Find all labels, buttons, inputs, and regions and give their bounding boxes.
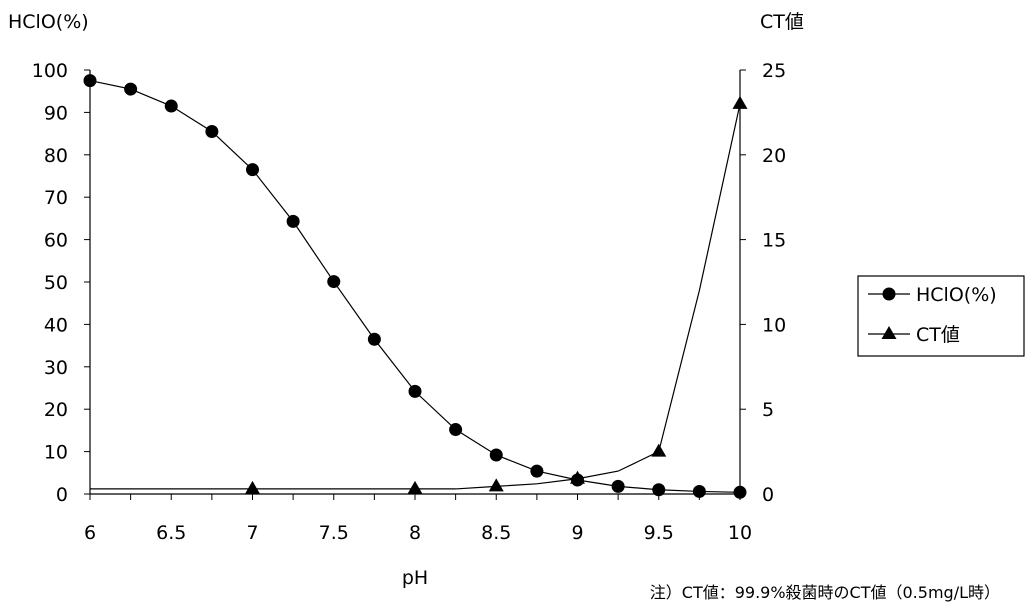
data-point-hclo	[124, 82, 138, 96]
y-tick-label-right: 25	[762, 60, 786, 82]
y-tick-label-left: 10	[44, 442, 68, 464]
x-tick-label: 6	[84, 522, 96, 544]
y-tick-label-left: 80	[44, 145, 68, 167]
x-tick-label: 7.5	[319, 522, 349, 544]
legend-marker-circle	[882, 287, 896, 301]
data-point-hclo	[449, 423, 463, 437]
y-tick-label-right: 5	[762, 399, 774, 421]
x-tick-label: 6.5	[156, 522, 186, 544]
y-tick-label-left: 60	[44, 230, 68, 252]
chart-note: 注）CT値：99.9%殺菌時のCT値（0.5mg/L時）	[650, 583, 1000, 602]
x-tick-label: 9	[571, 522, 583, 544]
data-point-ct	[407, 480, 423, 494]
data-point-hclo	[286, 214, 300, 228]
data-point-hclo	[367, 332, 381, 346]
data-point-ct	[488, 478, 504, 492]
legend-label-ct: CT値	[916, 324, 960, 346]
y-tick-label-left: 70	[44, 187, 68, 209]
y-tick-label-left: 100	[32, 60, 68, 82]
series-line-ct	[90, 103, 741, 490]
y-tick-label-left: 0	[56, 484, 68, 506]
series-layer	[83, 74, 748, 499]
y-tick-label-left: 90	[44, 102, 68, 124]
x-tick-label: 7	[246, 522, 258, 544]
legend-marker-triangle	[881, 326, 897, 339]
axes	[84, 69, 746, 500]
y-tick-label-right: 15	[762, 230, 786, 252]
data-point-hclo	[489, 448, 503, 462]
x-tick-label: 8	[409, 522, 421, 544]
x-axis-title: pH	[402, 567, 428, 589]
data-point-hclo	[652, 483, 666, 497]
data-point-hclo	[164, 99, 178, 113]
data-point-ct	[651, 443, 667, 457]
data-point-hclo	[327, 275, 341, 289]
data-point-ct	[732, 95, 748, 109]
y-tick-label-right: 20	[762, 145, 786, 167]
data-point-ct	[570, 470, 585, 484]
y-tick-label-left: 50	[44, 272, 68, 294]
data-point-hclo	[733, 485, 747, 499]
x-tick-label: 8.5	[481, 522, 511, 544]
x-tick-label: 10	[728, 522, 752, 544]
x-tick-label: 9.5	[644, 522, 674, 544]
data-point-ct	[245, 480, 260, 494]
y-axis-title-left: HClO(%)	[8, 11, 89, 33]
data-point-hclo	[611, 479, 625, 493]
tick-labels: 0 10 20 30 40 50 60 70 80 90 100 0 5 10 15 20 25 6 6.5 7 7.5…	[32, 60, 786, 544]
legend: HClO(%) CT値	[857, 275, 1025, 357]
legend-label-hclo: HClO(%)	[916, 284, 997, 306]
series-line-hclo	[89, 80, 741, 493]
data-point-hclo	[246, 163, 259, 177]
y-tick-label-right: 0	[762, 484, 774, 506]
y-tick-label-left: 30	[44, 357, 68, 379]
data-point-hclo	[408, 384, 422, 398]
data-point-hclo	[205, 124, 219, 138]
data-point-hclo	[83, 74, 97, 88]
y-tick-label-right: 10	[762, 314, 786, 336]
y-tick-label-left: 40	[44, 314, 68, 336]
y-axis-title-right: CT値	[760, 11, 804, 33]
data-point-hclo	[530, 464, 544, 478]
y-tick-label-left: 20	[44, 399, 68, 421]
data-point-hclo	[692, 484, 706, 498]
